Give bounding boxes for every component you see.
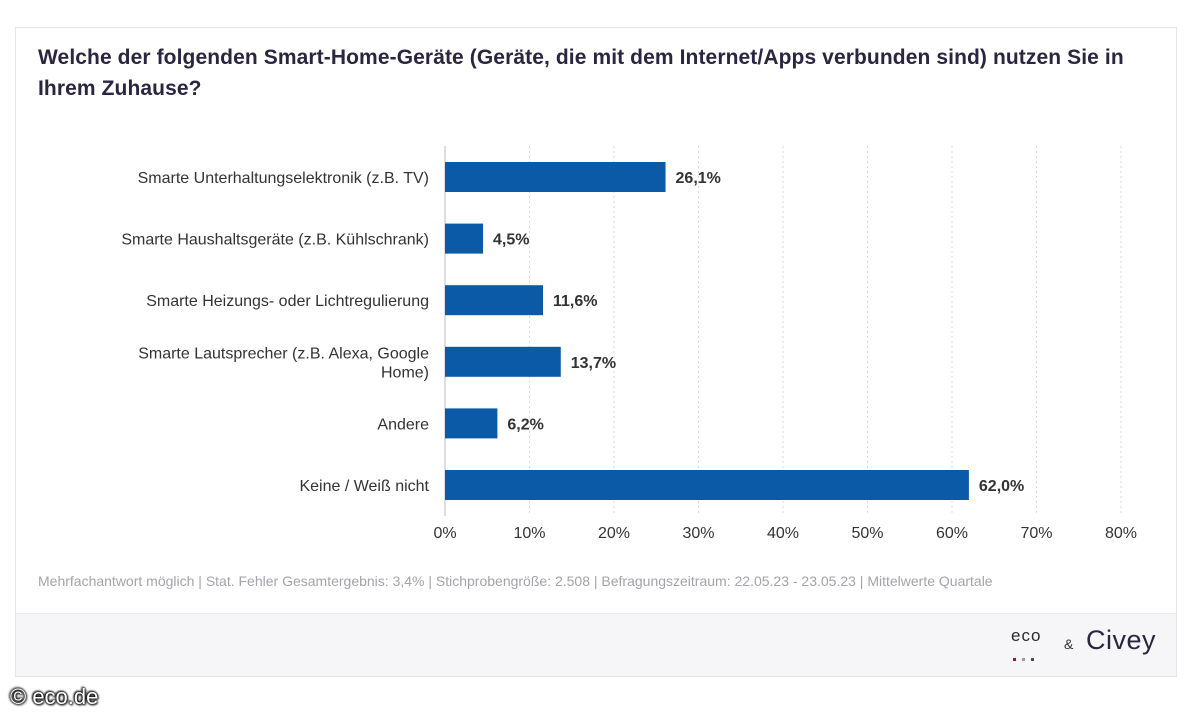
eco-logo: eco [1011, 626, 1042, 645]
bar [445, 223, 484, 254]
bar [445, 162, 666, 192]
eco-logo-dots [1013, 648, 1040, 666]
category-label: Home) [381, 364, 429, 381]
category-label: Smarte Lautsprecher (z.B. Alexa, Google [138, 345, 429, 362]
x-tick-label: 70% [1020, 525, 1052, 542]
category-label: Keine / Weiß nicht [299, 478, 429, 495]
x-tick-label: 20% [598, 525, 630, 542]
bar-chart: 0% 10% 20% 30% 40% 50% 60% 70% 80% 26,1% Smarte Un… [121, 146, 1137, 542]
bar [445, 408, 498, 439]
eco-dot [1013, 658, 1016, 661]
chart-card: Welche der folgenden Smart-Home-Geräte (… [15, 27, 1177, 677]
chart-footnote: Mehrfachantwort möglich | Stat. Fehler G… [38, 573, 993, 589]
civey-logo: Civey [1086, 625, 1157, 655]
bar-value-label: 11,6% [553, 293, 597, 310]
bar [445, 346, 561, 377]
ampersand: & [1064, 636, 1074, 652]
x-tick-label: 30% [682, 525, 714, 542]
bar [445, 285, 544, 316]
x-tick-label: 80% [1105, 525, 1137, 542]
footer-bar: eco & Civey [16, 613, 1176, 676]
bar-value-label: 13,7% [571, 355, 616, 372]
category-label: Andere [377, 416, 429, 433]
category-label: Smarte Unterhaltungselektronik (z.B. TV) [138, 170, 429, 187]
x-tick-label: 60% [936, 525, 968, 542]
bar-value-label: 6,2% [507, 416, 543, 433]
x-tick-label: 50% [851, 525, 883, 542]
category-label: Smarte Haushaltsgeräte (z.B. Kühlschrank… [121, 232, 429, 249]
bar-value-label: 62,0% [979, 478, 1024, 495]
eco-dot [1031, 658, 1034, 661]
bar-value-label: 4,5% [493, 232, 529, 249]
category-label: Smarte Heizungs- oder Lichtregulierung [146, 293, 429, 310]
x-tick-label: 0% [433, 525, 456, 542]
x-tick-label: 10% [513, 525, 545, 542]
x-tick-label: 40% [767, 525, 799, 542]
bar-value-label: 26,1% [676, 170, 721, 187]
bar [445, 470, 969, 500]
copyright-watermark: © eco.de [10, 684, 99, 709]
chart-title: Welche der folgenden Smart-Home-Geräte (… [38, 46, 1124, 100]
eco-dot [1022, 658, 1025, 661]
